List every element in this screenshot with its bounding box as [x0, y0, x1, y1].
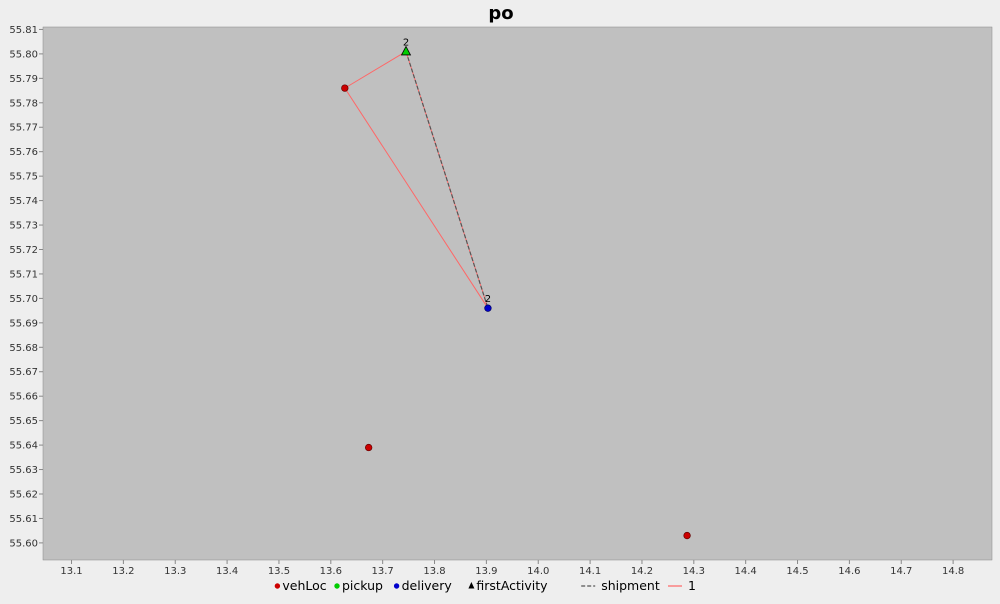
legend-item-vehloc: vehLoc [274, 578, 327, 593]
legend-swatch [468, 582, 475, 589]
legend-label: vehLoc [282, 578, 326, 593]
x-tick-label: 14.1 [579, 566, 601, 577]
x-tick-label: 13.2 [112, 566, 134, 577]
delivery-point [484, 304, 492, 312]
y-tick-label: 55.76 [9, 147, 38, 158]
y-axis: 55.60 55.61 55.62 55.63 55.64 55.65 55.66 55.67… [9, 25, 43, 549]
legend-label: shipment [601, 578, 660, 593]
legend-item-delivery: delivery [393, 578, 453, 593]
x-tick-label: 14.7 [890, 566, 912, 577]
legend: vehLoc pickup delivery firstActivity shipmen… [274, 578, 696, 593]
y-tick-label: 55.77 [9, 123, 38, 134]
legend-label: 1 [688, 578, 696, 593]
y-tick-label: 55.78 [9, 98, 38, 109]
legend-swatch [274, 583, 281, 589]
vehloc-point [365, 443, 373, 452]
x-tick-label: 13.9 [475, 566, 497, 577]
y-tick-label: 55.80 [9, 49, 38, 60]
x-tick-label: 14.8 [942, 566, 964, 577]
legend-swatch [334, 583, 340, 589]
y-tick-label: 55.79 [9, 74, 38, 85]
y-tick-label: 55.66 [9, 392, 38, 403]
annotations: 22 [403, 37, 491, 305]
x-axis: 13.1 13.2 13.3 13.4 13.5 13.6 13.7 13.8 13.9 14.0… [60, 560, 964, 577]
x-tick-label: 13.6 [320, 566, 342, 577]
point-annotation: 2 [485, 294, 491, 305]
y-tick-label: 55.70 [9, 294, 38, 305]
chart-title: po [488, 3, 513, 24]
plot-area [42, 26, 993, 561]
x-tick-label: 13.1 [60, 566, 82, 577]
y-tick-label: 55.69 [9, 318, 38, 329]
y-tick-label: 55.74 [9, 196, 38, 207]
legend-label: pickup [342, 578, 383, 593]
route-lines [344, 51, 489, 309]
y-tick-label: 55.75 [9, 172, 38, 183]
y-tick-label: 55.64 [9, 441, 38, 452]
shipment-line [405, 51, 489, 309]
y-tick-label: 55.65 [9, 416, 38, 427]
x-tick-label: 13.4 [216, 566, 238, 577]
x-tick-label: 13.7 [372, 566, 394, 577]
legend-item-pickup: pickup [334, 578, 383, 593]
y-tick-label: 55.68 [9, 343, 38, 354]
route-line-segment [344, 51, 407, 89]
data-points [341, 45, 691, 540]
y-tick-label: 55.72 [9, 245, 38, 256]
legend-label: delivery [402, 578, 453, 593]
vehloc-point [341, 84, 349, 92]
y-tick-label: 55.63 [9, 465, 38, 476]
x-tick-label: 14.5 [786, 566, 808, 577]
x-tick-label: 14.6 [838, 566, 860, 577]
legend-item-firstactivity: firstActivity [468, 578, 548, 593]
vehloc-point [683, 531, 691, 540]
route-line-segment [344, 87, 489, 309]
y-tick-label: 55.62 [9, 489, 38, 500]
point-annotation: 2 [403, 37, 409, 48]
legend-item-shipment: shipment [581, 578, 660, 593]
x-tick-label: 13.5 [268, 566, 290, 577]
y-tick-label: 55.73 [9, 221, 38, 232]
y-tick-label: 55.67 [9, 367, 38, 378]
y-tick-label: 55.60 [9, 538, 38, 549]
x-tick-label: 13.8 [423, 566, 445, 577]
x-tick-label: 14.2 [631, 566, 653, 577]
pickup-first-activity-point [400, 45, 412, 56]
x-tick-label: 13.3 [164, 566, 186, 577]
y-tick-label: 55.81 [9, 25, 38, 36]
legend-item-1: 1 [668, 578, 696, 593]
legend-label: firstActivity [476, 578, 548, 593]
y-tick-label: 55.61 [9, 514, 38, 525]
x-tick-label: 14.4 [735, 566, 757, 577]
legend-swatch [393, 583, 400, 589]
x-tick-label: 14.0 [527, 566, 549, 577]
x-tick-label: 14.3 [683, 566, 705, 577]
y-tick-label: 55.71 [9, 269, 38, 280]
